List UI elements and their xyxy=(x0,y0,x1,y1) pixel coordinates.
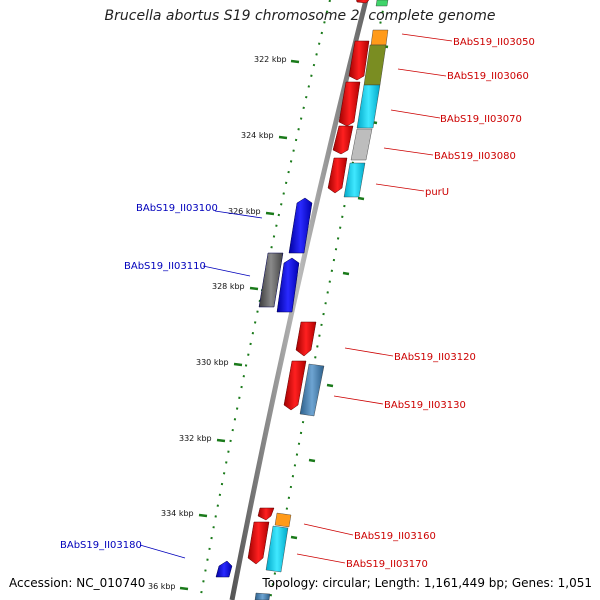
gene-label[interactable]: BAbS19_II03110 xyxy=(124,261,206,272)
map-title: Brucella abortus S19 chromosome 2, compl… xyxy=(104,8,496,24)
gene-label[interactable]: BAbS19_II03170 xyxy=(346,559,428,570)
tick-mark xyxy=(326,383,334,388)
leader-line-reverse xyxy=(139,544,186,559)
cds-arrow-forward[interactable] xyxy=(338,81,361,127)
gene-label[interactable]: BAbS19_II03080 xyxy=(434,151,516,162)
leader-line-forward xyxy=(375,183,425,192)
gene-label[interactable]: BAbS19_II03130 xyxy=(384,400,466,411)
feature-blocks xyxy=(254,0,389,600)
tick-label: 324 kbp xyxy=(241,131,274,140)
tick-label: 322 kbp xyxy=(254,55,287,64)
tick-mark xyxy=(265,211,275,216)
tick-mark xyxy=(233,362,243,367)
leader-line-reverse xyxy=(214,210,263,219)
leader-lines xyxy=(139,33,453,564)
gene-label[interactable]: BAbS19_II03180 xyxy=(60,540,142,551)
leader-line-forward xyxy=(397,68,447,77)
feature-block-grey[interactable] xyxy=(350,128,373,161)
gene-label[interactable]: BAbS19_II03160 xyxy=(354,531,436,542)
tick-mark xyxy=(357,196,365,201)
leader-line-forward xyxy=(296,553,346,564)
reverse-cds-track xyxy=(215,197,313,578)
gene-label[interactable]: BAbS19_II03070 xyxy=(440,114,522,125)
feature-block-cyan[interactable] xyxy=(356,84,381,129)
tick-mark xyxy=(290,535,298,540)
cds-arrow-forward[interactable] xyxy=(327,157,348,194)
tick-mark xyxy=(308,458,316,463)
cds-arrow-forward[interactable] xyxy=(283,360,307,411)
feature-block-orange[interactable] xyxy=(274,512,292,528)
cds-arrow-reverse[interactable] xyxy=(258,252,284,308)
reverse-gene-labels: BAbS19_II03100 BAbS19_II03110 BAbS19_II0… xyxy=(60,203,218,551)
tick-label: 334 kbp xyxy=(161,509,194,518)
tick-label: 326 kbp xyxy=(228,207,261,216)
tick-mark xyxy=(342,271,350,276)
gene-label[interactable]: BAbS19_II03100 xyxy=(136,203,218,214)
leader-line-forward xyxy=(401,33,453,42)
tick-mark xyxy=(290,59,300,64)
cds-arrow-forward[interactable] xyxy=(257,507,275,521)
feature-block-steel[interactable] xyxy=(254,592,271,600)
cds-arrow-reverse[interactable] xyxy=(215,560,233,578)
cds-arrow-forward[interactable] xyxy=(348,40,370,81)
leader-line-forward xyxy=(390,109,441,119)
feature-block-green[interactable] xyxy=(375,0,389,7)
forward-cds-track xyxy=(247,0,372,565)
cds-arrow-forward[interactable] xyxy=(332,125,354,155)
cds-arrow-forward[interactable] xyxy=(355,0,372,4)
feature-block-steel[interactable] xyxy=(299,363,325,417)
feature-block-cyan[interactable] xyxy=(265,525,289,573)
gene-label[interactable]: BAbS19_II03050 xyxy=(453,37,535,48)
leader-line-forward xyxy=(333,395,384,405)
tick-marks xyxy=(179,59,300,591)
gene-label[interactable]: BAbS19_II03120 xyxy=(394,352,476,363)
tick-mark xyxy=(216,438,226,443)
forward-gene-labels: BAbS19_II03050 BAbS19_II03060 BAbS19_II0… xyxy=(346,37,535,570)
leader-line-forward xyxy=(303,523,354,536)
tick-label: 36 kbp xyxy=(148,582,176,591)
tick-mark xyxy=(198,513,208,518)
tick-mark xyxy=(179,586,189,591)
feature-block-cyan[interactable] xyxy=(343,162,366,198)
tick-mark xyxy=(249,286,259,291)
cds-arrow-forward[interactable] xyxy=(247,521,270,565)
tick-label: 330 kbp xyxy=(196,358,229,367)
chromosome-backbone xyxy=(229,0,369,600)
tick-label: 332 kbp xyxy=(179,434,212,443)
accession-text: Accession: NC_010740 xyxy=(9,576,146,590)
genome-summary-text: Topology: circular; Length: 1,161,449 bp… xyxy=(262,576,592,590)
tick-label: 328 kbp xyxy=(212,282,245,291)
gene-label[interactable]: BAbS19_II03060 xyxy=(447,71,529,82)
cds-arrow-forward[interactable] xyxy=(295,321,317,357)
gene-label[interactable]: purU xyxy=(425,187,449,198)
leader-line-forward xyxy=(344,347,394,357)
cds-arrow-reverse[interactable] xyxy=(276,257,300,313)
leader-line-reverse xyxy=(202,265,251,277)
cds-arrow-reverse[interactable] xyxy=(288,197,313,254)
tick-labels: 322 kbp 324 kbp 326 kbp 328 kbp 330 kbp … xyxy=(148,55,287,591)
feature-block-orange[interactable] xyxy=(370,29,389,46)
leader-line-forward xyxy=(383,147,434,156)
tick-mark xyxy=(278,135,288,140)
